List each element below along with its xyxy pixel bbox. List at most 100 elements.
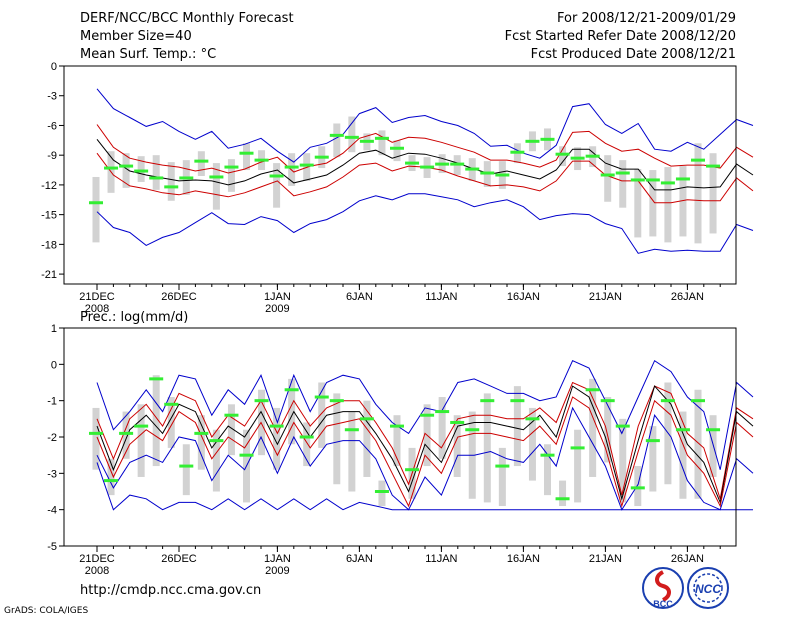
x-tick-label: 1JAN — [264, 553, 291, 565]
spread-box — [363, 400, 371, 477]
y-tick-label: -6 — [47, 120, 57, 132]
x-tick-label: 16JAN — [507, 291, 540, 303]
y-tick-label: -18 — [41, 239, 57, 251]
series-line-upper — [96, 124, 754, 174]
spread-box — [619, 418, 627, 503]
spread-box — [92, 407, 100, 470]
spread-box — [243, 143, 250, 171]
spread-box — [182, 444, 190, 496]
spread-box — [122, 411, 130, 459]
series-line-max — [96, 359, 754, 470]
x-tick-label: 21DEC — [79, 291, 115, 303]
spread-box — [197, 151, 205, 176]
spread-box — [438, 397, 446, 459]
spread-box — [212, 163, 220, 210]
bcc-logo: BCC — [642, 567, 684, 609]
spread-box — [137, 156, 145, 182]
y-tick-label: -1 — [47, 396, 57, 408]
spread-box — [393, 415, 401, 467]
spread-box — [604, 397, 612, 463]
x-tick-label: 26DEC — [161, 553, 197, 565]
spread-box — [152, 155, 160, 190]
ncc-logo-text: NCC — [695, 582, 721, 596]
precip-label: Prec.: log(mm/d) — [80, 310, 189, 325]
x-tick-year-label: 2008 — [85, 303, 109, 315]
spread-box — [589, 378, 597, 477]
y-tick-label: -21 — [41, 269, 57, 281]
spread-box — [137, 404, 145, 477]
spread-box — [333, 393, 341, 485]
y-tick-label: -4 — [47, 505, 57, 517]
series-line-floor — [96, 462, 753, 511]
spread-box — [483, 393, 491, 503]
spread-box — [288, 378, 296, 445]
spread-box — [619, 160, 627, 208]
x-tick-label: 11JAN — [425, 291, 457, 303]
series-line-upper — [96, 381, 754, 499]
spread-box — [273, 163, 281, 208]
spread-box — [107, 458, 115, 496]
source-url[interactable]: http://cmdp.ncc.cma.gov.cn — [80, 583, 262, 598]
x-tick-year-label: 2009 — [265, 303, 289, 315]
y-tick-label: -5 — [47, 541, 57, 553]
spread-box — [559, 146, 567, 167]
spread-box — [559, 480, 567, 507]
series-line-mean — [96, 138, 754, 191]
spread-box — [634, 466, 642, 507]
series-line-lower — [96, 396, 754, 508]
spread-box — [92, 176, 100, 243]
x-tick-label: 11JAN — [425, 553, 457, 565]
spread-box — [348, 411, 356, 492]
x-tick-label: 6JAN — [346, 553, 373, 565]
grads-credit: GrADS: COLA/IGES — [4, 606, 89, 616]
series-line-min — [96, 406, 754, 511]
spread-box — [679, 166, 687, 237]
bcc-logo-text: BCC — [653, 599, 673, 609]
spread-box — [664, 167, 672, 243]
spread-box — [544, 444, 551, 496]
y-tick-label: -12 — [41, 180, 57, 192]
x-tick-label: 26DEC — [161, 291, 197, 303]
chart-title: DERF/NCC/BCC Monthly Forecast — [80, 11, 294, 26]
spread-box — [393, 140, 401, 162]
y-tick-label: -3 — [47, 468, 57, 480]
spread-box — [634, 169, 642, 238]
spread-box — [378, 130, 386, 156]
forecast-period: For 2008/12/21-2009/01/29 — [557, 11, 736, 26]
series-line-min — [96, 193, 754, 254]
x-tick-label: 26JAN — [671, 553, 704, 565]
spread-box — [574, 429, 582, 503]
spread-box — [152, 375, 160, 467]
ncc-logo: NCC — [687, 567, 729, 609]
spread-box — [167, 162, 175, 201]
x-tick-label: 21DEC — [79, 553, 115, 565]
spread-box — [528, 407, 536, 481]
x-tick-year-label: 2008 — [85, 565, 109, 577]
y-tick-label: -2 — [47, 432, 57, 444]
x-tick-label: 21JAN — [589, 553, 622, 565]
y-tick-label: -3 — [47, 91, 57, 103]
spread-box — [378, 480, 386, 507]
spread-box — [303, 422, 311, 467]
spread-box — [649, 170, 657, 237]
spread-box — [604, 155, 612, 202]
x-tick-label: 21JAN — [589, 291, 622, 303]
spread-box — [513, 386, 521, 467]
spread-box — [694, 143, 702, 244]
y-tick-label: -9 — [47, 150, 57, 162]
series-line-mean — [96, 385, 754, 505]
series-line-max — [96, 88, 754, 163]
spread-box — [348, 116, 356, 153]
y-tick-label: 0 — [51, 359, 57, 371]
spread-box — [694, 389, 702, 499]
x-tick-label: 26JAN — [671, 291, 704, 303]
spread-box — [453, 415, 461, 477]
spread-box — [273, 407, 281, 470]
y-tick-label: 1 — [51, 323, 57, 335]
forecast-produced-date: Fcst Produced Date 2008/12/21 — [530, 47, 736, 62]
spread-box — [318, 382, 326, 448]
spread-box — [122, 153, 130, 188]
